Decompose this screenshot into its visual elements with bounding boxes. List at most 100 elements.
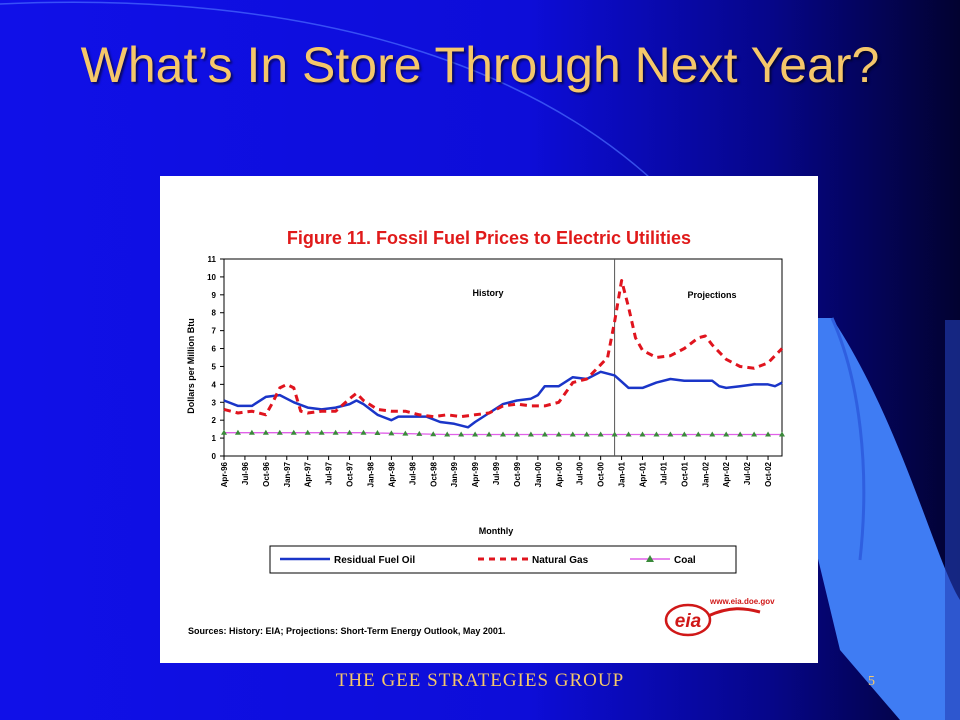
plot-area: 0 1 2 3 4 5 6 7 8 9 10 11 Apr-96 Jul-96 Oct-96 Jan-97 Ap…: [207, 255, 785, 487]
coal-marker: [374, 430, 381, 436]
x-tick-label: Apr-97: [304, 461, 313, 487]
coal-marker: [527, 431, 534, 437]
coal-marker: [737, 431, 744, 437]
chart-panel: Figure 11. Fossil Fuel Prices to Electri…: [160, 176, 818, 663]
coal-marker: [639, 431, 646, 437]
y-tick-label: 8: [212, 309, 217, 318]
coal-marker: [681, 431, 688, 437]
slide-title: What’s In Store Through Next Year?: [80, 37, 880, 93]
fossil-fuel-price-chart: Figure 11. Fossil Fuel Prices to Electri…: [186, 228, 785, 637]
x-tick-label: Oct-99: [513, 461, 522, 486]
x-tick-label: Jul-01: [659, 461, 668, 485]
x-tick-label: Jan-00: [534, 461, 543, 487]
x-axis-label: Monthly: [479, 526, 514, 536]
x-tick-label: Jan-99: [450, 461, 459, 487]
coal-marker: [486, 431, 493, 437]
y-tick-label: 2: [212, 416, 217, 425]
coal-marker: [765, 431, 772, 437]
y-tick-label: 11: [208, 255, 217, 264]
x-tick-label: Apr-96: [220, 461, 229, 487]
legend-swatch-coal-marker: [646, 555, 654, 562]
coal-marker: [723, 431, 730, 437]
coal-marker: [332, 429, 339, 435]
x-tick-label: Oct-01: [680, 461, 689, 486]
coal-marker: [500, 431, 506, 437]
coal-marker: [416, 430, 423, 436]
coal-marker: [667, 431, 674, 437]
coal-marker: [751, 431, 758, 437]
coal-marker: [458, 431, 465, 437]
y-tick-label: 6: [212, 345, 217, 354]
coal-marker: [318, 429, 325, 435]
coal-marker: [472, 431, 479, 437]
chart-title: Figure 11. Fossil Fuel Prices to Electri…: [287, 228, 691, 248]
coal-marker: [402, 430, 409, 436]
x-tick-label: Oct-96: [262, 461, 271, 486]
x-tick-label: Oct-97: [346, 461, 355, 486]
x-tick-label: Jan-97: [283, 461, 292, 487]
coal-marker: [388, 430, 395, 436]
coal-marker: [290, 429, 297, 435]
coal-marker: [304, 429, 311, 435]
coal-marker: [360, 429, 367, 435]
coal-marker: [262, 429, 269, 435]
coal-marker: [709, 431, 716, 437]
x-tick-label: Oct-02: [764, 461, 773, 486]
coal-marker: [611, 431, 618, 437]
y-tick-label: 1: [212, 434, 217, 443]
coal-marker: [569, 431, 576, 437]
x-tick-label: Jul-02: [743, 461, 752, 485]
y-tick-label: 4: [212, 380, 217, 389]
eia-logo-text: eia: [675, 611, 702, 632]
coal-marker: [695, 431, 702, 437]
coal-marker: [430, 431, 437, 437]
x-tick-label: Jan-01: [618, 461, 627, 487]
x-tick-label: Apr-02: [722, 461, 731, 487]
x-tick-label: Jul-96: [241, 461, 250, 485]
annotation-history: History: [472, 288, 503, 298]
coal-marker: [653, 431, 660, 437]
coal-marker: [779, 431, 785, 437]
legend-label-coal: Coal: [674, 555, 696, 566]
legend-label-residual-fuel-oil: Residual Fuel Oil: [334, 555, 415, 566]
coal-marker: [234, 429, 241, 435]
y-axis-label: Dollars per Million Btu: [186, 318, 196, 414]
coal-marker: [221, 429, 227, 435]
annotation-projections: Projections: [687, 290, 736, 300]
coal-marker: [276, 429, 283, 435]
series-line-natural-gas: [223, 279, 784, 419]
x-tick-label: Jul-97: [325, 461, 334, 485]
y-tick-label: 7: [212, 327, 217, 336]
x-tick-label: Apr-98: [387, 461, 396, 487]
y-tick-label: 9: [212, 291, 217, 300]
x-tick-label: Apr-99: [471, 461, 480, 487]
footer-text: THE GEE STRATEGIES GROUP: [335, 670, 625, 691]
x-tick-label: Apr-01: [639, 461, 648, 487]
x-tick-label: Jul-00: [576, 461, 585, 485]
coal-marker: [444, 431, 451, 437]
series-line-residual-fuel-oil: [223, 370, 783, 429]
y-tick-label: 3: [212, 398, 217, 407]
y-tick-label: 0: [212, 452, 217, 461]
coal-marker: [248, 429, 255, 435]
coal-marker: [555, 431, 562, 437]
plot-frame: [223, 258, 783, 457]
coal-marker: [625, 431, 632, 437]
x-tick-label: Jan-98: [366, 461, 375, 487]
y-tick-label: 10: [207, 273, 216, 282]
x-tick-label: Jan-02: [701, 461, 710, 487]
source-note: Sources: History: EIA; Projections: Shor…: [188, 626, 505, 636]
x-tick-label: Oct-00: [597, 461, 606, 486]
coal-marker: [541, 431, 548, 437]
eia-url: www.eia.doe.gov: [709, 597, 775, 606]
x-tick-label: Jul-99: [492, 461, 501, 485]
coal-marker: [583, 431, 590, 437]
x-tick-label: Apr-00: [555, 461, 564, 487]
eia-logo: eia: [664, 603, 761, 637]
coal-marker: [597, 431, 604, 437]
legend-label-natural-gas: Natural Gas: [532, 555, 589, 566]
coal-marker: [513, 431, 520, 437]
coal-marker: [346, 429, 353, 435]
y-tick-label: 5: [212, 362, 217, 371]
x-tick-label: Oct-98: [429, 461, 438, 486]
